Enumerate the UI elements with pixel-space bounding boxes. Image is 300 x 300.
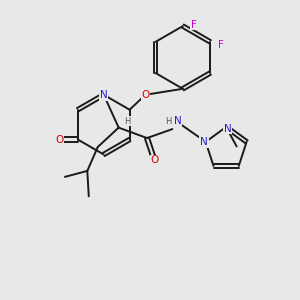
Text: H: H <box>124 116 130 125</box>
Text: F: F <box>191 20 197 30</box>
Text: O: O <box>55 134 63 145</box>
Text: N: N <box>100 90 108 100</box>
Text: O: O <box>150 155 159 166</box>
Text: N: N <box>174 116 182 126</box>
Text: F: F <box>218 40 224 50</box>
Text: H: H <box>166 117 172 126</box>
Text: N: N <box>200 137 208 147</box>
Text: N: N <box>224 124 232 134</box>
Text: O: O <box>141 90 150 100</box>
